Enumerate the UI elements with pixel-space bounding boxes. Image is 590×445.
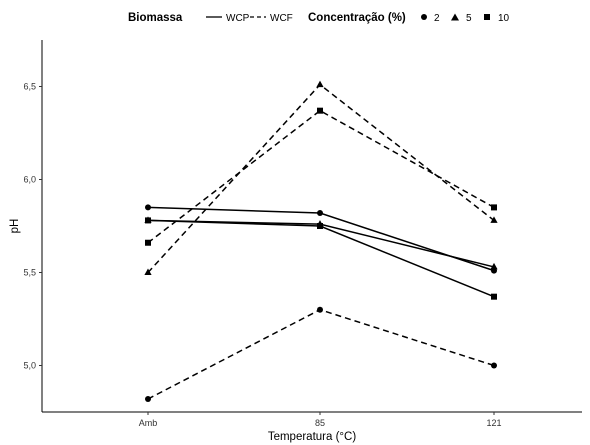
x-tick-label: 85 [315, 418, 325, 428]
x-ticks: Amb 85 121 [139, 412, 502, 428]
data-point-circle [145, 204, 151, 211]
data-point-circle [317, 306, 323, 313]
data-point-square [491, 293, 497, 300]
data-point-triangle [490, 216, 498, 223]
axes: 5,0 5,5 6,0 6,5 Amb 85 121 Temperatura (°C) p… [9, 40, 582, 443]
legend-label-5: 5 [466, 13, 472, 24]
x-axis-label: Temperatura (°C) [268, 431, 356, 443]
data-point-square [491, 204, 497, 211]
data-point-square [145, 239, 151, 246]
y-tick-label: 6,5 [23, 82, 36, 92]
legend-title-concentracao: Concentração (%) [308, 12, 406, 24]
series-line-wcf-2 [147, 308, 495, 400]
legend-key-square-marker [484, 14, 490, 20]
data-point-triangle [490, 262, 498, 270]
data-point-circle [145, 395, 151, 402]
y-tick-label: 5,0 [23, 361, 36, 371]
y-axis-label: pH [9, 219, 21, 234]
y-tick-label: 5,5 [23, 268, 36, 278]
data-point-square [317, 107, 323, 114]
data-point-triangle [144, 268, 152, 275]
data-point-square [317, 223, 323, 229]
data-point-circle [317, 209, 323, 216]
x-tick-label: 121 [486, 418, 501, 428]
plot-area [144, 80, 498, 402]
legend-key-triangle-marker [451, 13, 459, 21]
x-tick-label: Amb [139, 418, 158, 428]
legend: Biomassa WCP WCF Concentração (%) 2 5 10 [128, 12, 510, 24]
series-line-wcf-10 [147, 109, 495, 244]
legend-key-circle-marker [421, 14, 427, 20]
data-point-circle [491, 362, 497, 369]
legend-label-10: 10 [498, 13, 510, 24]
legend-label-2: 2 [434, 13, 440, 24]
legend-label-wcp: WCP [226, 13, 250, 24]
series-line-wcp-10 [147, 219, 495, 298]
data-point-square [145, 217, 151, 224]
legend-label-wcf: WCF [270, 13, 293, 24]
data-point-triangle [316, 80, 324, 88]
series-line-wcp-2 [147, 206, 495, 272]
y-ticks: 5,0 5,5 6,0 6,5 [23, 82, 42, 371]
y-tick-label: 6,0 [23, 175, 36, 185]
legend-title-biomassa: Biomassa [128, 12, 183, 24]
